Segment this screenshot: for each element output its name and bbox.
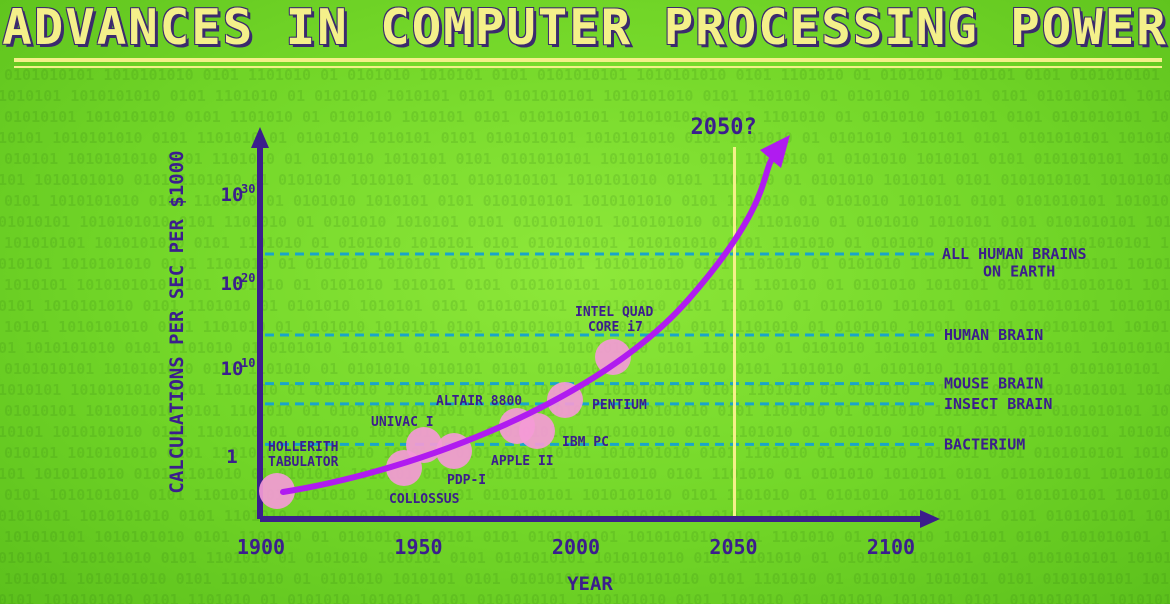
milestone-label: IBM PC <box>562 435 609 450</box>
y-tick-exponent: 20 <box>241 271 255 285</box>
y-axis-arrow <box>251 127 269 148</box>
trend-curve <box>280 152 778 495</box>
binary-row: 010101 1010101010 0101 1101010 01 010101… <box>0 591 1170 604</box>
milestone-label: PDP-I <box>447 473 486 488</box>
binary-row: 0101010101 1010101010 0101 1101010 01 01… <box>4 360 1170 378</box>
milestone-marker <box>259 473 295 509</box>
y-tick-base: 1 <box>226 446 237 468</box>
x-axis-arrow <box>920 510 940 528</box>
x-axis-label: YEAR <box>567 573 613 595</box>
y-tick-exponent: 30 <box>241 182 255 196</box>
y-tick-base: 10 <box>221 358 244 380</box>
threshold-label: MOUSE BRAIN <box>944 375 1043 393</box>
y-axis-label: CALCULATIONS PER SEC PER $1000 <box>166 150 188 493</box>
y-tick-base: 10 <box>221 273 244 295</box>
x-tick-label: 1900 <box>237 535 285 559</box>
binary-row: 010101 1010101010 0101 1101010 01 010101… <box>4 150 1170 168</box>
milestone-label: ALTAIR 8800 <box>436 394 522 409</box>
binary-row: 01010101 1010101010 0101 1101010 01 0101… <box>0 549 1170 567</box>
binary-row: 101010101 1010101010 0101 1101010 01 010… <box>0 381 1170 399</box>
title-rule-thick <box>14 58 1162 62</box>
y-tick-base: 10 <box>221 184 244 206</box>
binary-row: 01010101 1010101010 0101 1101010 01 0101… <box>4 402 1170 420</box>
milestone-label: HOLLERITH TABULATOR <box>268 440 339 470</box>
binary-row: 1010101 1010101010 0101 1101010 01 01010… <box>0 129 1170 147</box>
binary-row: 1010101 1010101010 0101 1101010 01 01010… <box>4 276 1170 294</box>
milestone-label: COLLOSSUS <box>389 492 460 507</box>
future-year-label: 2050? <box>691 115 757 140</box>
binary-row: 0101010101 1010101010 0101 1101010 01 01… <box>0 213 1170 231</box>
x-tick-label: 2000 <box>552 535 600 559</box>
binary-row: 1010101 1010101010 0101 1101010 01 01010… <box>0 423 1170 441</box>
x-tick-label: 2050 <box>709 535 757 559</box>
y-tick-label: 1010 <box>221 356 256 380</box>
milestone-label: UNIVAC I <box>371 415 434 430</box>
binary-row: 101010101 1010101010 0101 1101010 01 010… <box>4 528 1170 546</box>
binary-row: 10101 1010101010 0101 1101010 01 0101010… <box>4 318 1170 336</box>
binary-row: 10101 1010101010 0101 1101010 01 0101010… <box>0 171 1170 189</box>
y-tick-exponent: 10 <box>241 356 255 370</box>
binary-row: 0101 1010101010 0101 1101010 01 0101010 … <box>4 192 1170 210</box>
x-tick-label: 1950 <box>394 535 442 559</box>
title-rule-thin <box>14 66 1162 68</box>
milestone-label: INTEL QUAD CORE i7 <box>575 305 653 335</box>
milestone-marker <box>595 339 631 375</box>
milestone-label: APPLE II <box>491 454 554 469</box>
x-tick-label: 2100 <box>867 535 915 559</box>
binary-row: 101010101 1010101010 0101 1101010 01 010… <box>4 234 1170 252</box>
threshold-label: HUMAN BRAIN <box>944 326 1043 344</box>
threshold-label: ALL HUMAN BRAINS ON EARTH <box>942 245 1087 280</box>
y-tick-label: 1 <box>226 446 237 468</box>
milestone-marker <box>519 413 555 449</box>
binary-row: 010101 1010101010 0101 1101010 01 010101… <box>4 444 1170 462</box>
binary-row: 010101 1010101010 0101 1101010 01 010101… <box>0 297 1170 315</box>
binary-row: 0101010101 1010101010 0101 1101010 01 01… <box>4 66 1170 84</box>
threshold-label: INSECT BRAIN <box>944 395 1052 413</box>
binary-row: 10101 1010101010 0101 1101010 01 0101010… <box>0 465 1170 483</box>
binary-row: 0101 1010101010 0101 1101010 01 0101010 … <box>0 339 1170 357</box>
binary-row: 101010101 1010101010 0101 1101010 01 010… <box>0 87 1170 105</box>
binary-row: 01010101 1010101010 0101 1101010 01 0101… <box>4 108 1170 126</box>
milestone-label: PENTIUM <box>592 398 647 413</box>
binary-row: 1010101 1010101010 0101 1101010 01 01010… <box>4 570 1170 588</box>
trend-curve-arrowhead <box>760 135 790 168</box>
chart-title: ADVANCES IN COMPUTER PROCESSING POWER <box>2 0 1168 56</box>
binary-row: 01010101 1010101010 0101 1101010 01 0101… <box>0 255 1170 273</box>
threshold-label: BACTERIUM <box>944 435 1025 453</box>
